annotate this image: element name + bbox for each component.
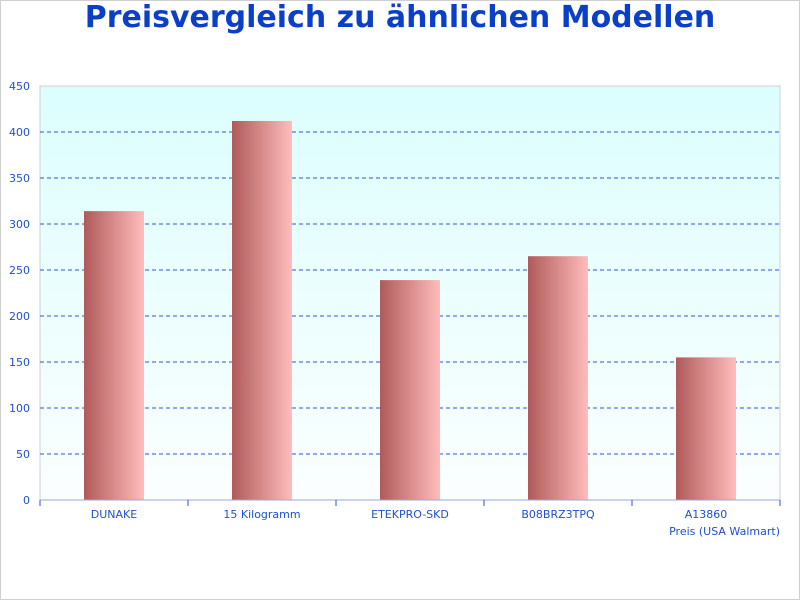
bar-b08brz3tpq xyxy=(528,256,588,500)
y-tick-label: 450 xyxy=(9,80,30,93)
y-tick-label: 400 xyxy=(9,126,30,139)
y-tick-label: 100 xyxy=(9,402,30,415)
bar-15-kilogramm xyxy=(232,120,292,501)
y-tick-label: 200 xyxy=(9,310,30,323)
y-tick-label: 350 xyxy=(9,172,30,185)
bar-a13860 xyxy=(676,357,736,500)
y-tick-label: 300 xyxy=(9,218,30,231)
x-tick-label: A13860 xyxy=(685,508,728,521)
chart-title: Preisvergleich zu ähnlichen Modellen xyxy=(84,0,716,35)
y-tick-label: 0 xyxy=(23,494,30,507)
x-tick-label: DUNAKE xyxy=(91,508,137,521)
y-tick-label: 150 xyxy=(9,356,30,369)
x-tick-label: 15 Kilogramm xyxy=(223,508,300,521)
x-tick-label: ETEKPRO-SKD xyxy=(371,508,449,521)
y-tick-label: 250 xyxy=(9,264,30,277)
bar-dunake xyxy=(84,211,144,500)
x-tick-label: B08BRZ3TPQ xyxy=(521,508,595,521)
bar-etekpro-skd xyxy=(380,280,440,500)
legend-series-label: Preis (USA Walmart) xyxy=(669,525,780,538)
y-tick-label: 50 xyxy=(16,448,30,461)
